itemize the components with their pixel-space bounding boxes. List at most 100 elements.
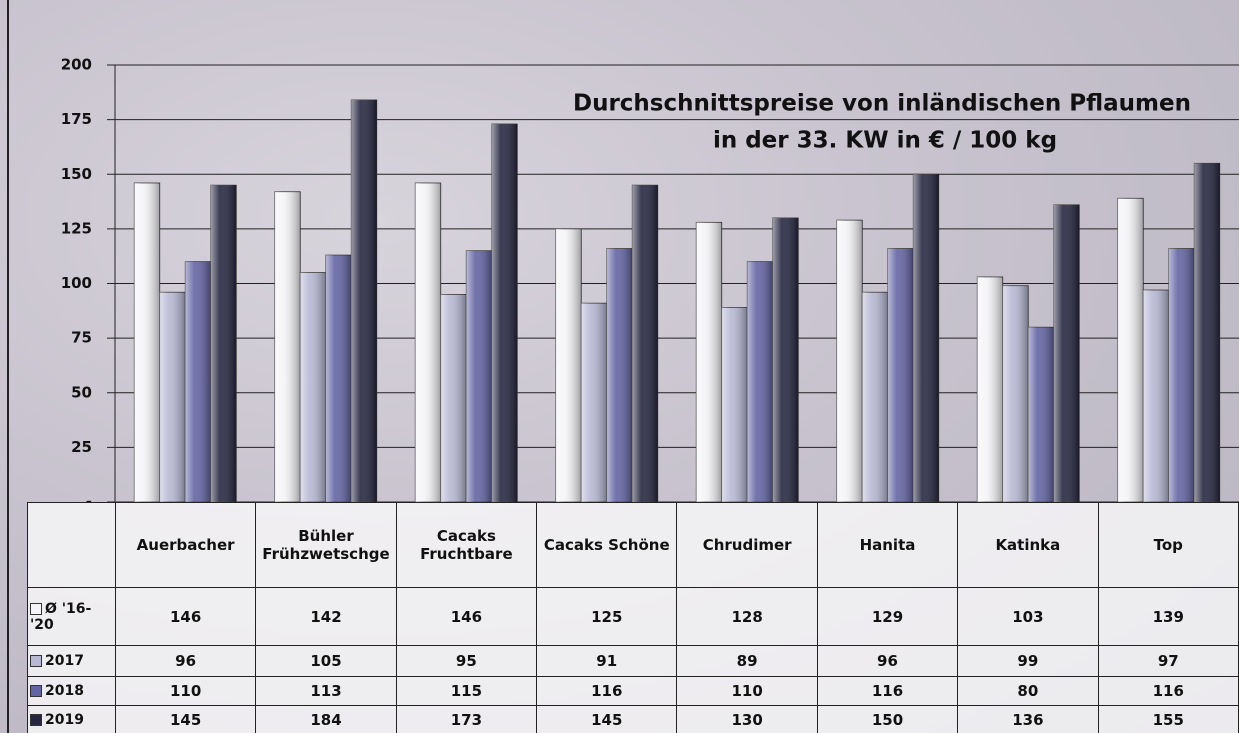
- category-label: Cacaks Schöne: [537, 503, 677, 588]
- bar-shine: [351, 100, 377, 502]
- chart-title: Durchschnittspreise von inländischen Pfl…: [573, 91, 1191, 117]
- y-tick-label: 200: [61, 56, 92, 74]
- legend-swatch: [30, 685, 42, 697]
- bar-shine: [160, 292, 186, 502]
- y-tick-label: 25: [71, 438, 92, 456]
- table-value: 136: [958, 706, 1098, 733]
- bar-shine: [326, 255, 352, 502]
- y-tick-label: 75: [71, 329, 92, 347]
- bar-shine: [632, 185, 658, 502]
- table-value: 80: [958, 677, 1098, 706]
- bar-shine: [300, 273, 326, 502]
- table-value: 116: [537, 677, 677, 706]
- table-value: 96: [115, 646, 255, 677]
- corner-cell: [28, 503, 116, 588]
- bar-shine: [747, 262, 773, 502]
- legend-swatch: [30, 714, 42, 726]
- bar-shine: [211, 185, 237, 502]
- legend-cell: Ø '16-'20: [28, 588, 116, 646]
- table-value: 115: [396, 677, 536, 706]
- legend-swatch: [30, 603, 42, 615]
- bar-shine: [1143, 290, 1169, 502]
- bar-shine: [441, 294, 467, 502]
- table-value: 146: [396, 588, 536, 646]
- category-label: Cacaks Fruchtbare: [396, 503, 536, 588]
- table-value: 96: [817, 646, 957, 677]
- bar-shine: [134, 183, 160, 502]
- y-tick-label: 125: [61, 219, 92, 237]
- bar-shine: [696, 222, 722, 502]
- legend-swatch: [30, 655, 42, 667]
- table-value: 146: [115, 588, 255, 646]
- table-value: 116: [817, 677, 957, 706]
- category-label: Bühler Frühzwetschge: [256, 503, 396, 588]
- bar-shine: [185, 262, 211, 502]
- bar-shine: [1118, 198, 1144, 502]
- bar-shine: [773, 218, 799, 502]
- bar-shine: [1028, 327, 1054, 502]
- table-value: 173: [396, 706, 536, 733]
- bar-shine: [607, 249, 633, 502]
- table-value: 91: [537, 646, 677, 677]
- bar-shine: [492, 124, 518, 502]
- table-value: 110: [115, 677, 255, 706]
- table-value: 95: [396, 646, 536, 677]
- bar-shine: [581, 303, 607, 502]
- table-value: 125: [537, 588, 677, 646]
- bar-shine: [862, 292, 888, 502]
- bar-shine: [1054, 205, 1080, 502]
- table-value: 97: [1098, 646, 1238, 677]
- category-label: Hanita: [817, 503, 957, 588]
- bar-shine: [913, 174, 939, 502]
- legend-label: 2017: [45, 653, 84, 669]
- table-value: 155: [1098, 706, 1238, 733]
- table-value: 116: [1098, 677, 1238, 706]
- bar-shine: [837, 220, 863, 502]
- table-value: 103: [958, 588, 1098, 646]
- bar-shine: [977, 277, 1003, 502]
- legend-label: 2018: [45, 683, 84, 699]
- category-label: Auerbacher: [115, 503, 255, 588]
- legend-cell: 2017: [28, 646, 116, 677]
- y-tick-label: 175: [61, 110, 92, 128]
- bar-shine: [722, 308, 748, 502]
- bar-shine: [1003, 286, 1029, 502]
- table-value: 110: [677, 677, 817, 706]
- bar-shine: [1169, 249, 1195, 502]
- bar-shine: [275, 192, 301, 502]
- y-tick-label: 150: [61, 165, 92, 183]
- table-value: 150: [817, 706, 957, 733]
- table-value: 142: [256, 588, 396, 646]
- chart-title: in der 33. KW in € / 100 kg: [713, 128, 1057, 154]
- category-label: Katinka: [958, 503, 1098, 588]
- table-value: 184: [256, 706, 396, 733]
- table-value: 145: [537, 706, 677, 733]
- table-value: 128: [677, 588, 817, 646]
- table-value: 113: [256, 677, 396, 706]
- table-value: 99: [958, 646, 1098, 677]
- table-value: 145: [115, 706, 255, 733]
- legend-cell: 2018: [28, 677, 116, 706]
- y-tick-label: 50: [71, 383, 92, 401]
- bar-shine: [556, 229, 582, 502]
- page: -255075100125150175200Durchschnittspreis…: [0, 0, 1239, 733]
- legend-cell: 2019: [28, 706, 116, 733]
- bar-shine: [466, 251, 492, 502]
- y-tick-label: 100: [61, 274, 92, 292]
- legend-label: 2019: [45, 712, 84, 728]
- category-label: Top: [1098, 503, 1238, 588]
- table-value: 89: [677, 646, 817, 677]
- table-value: 130: [677, 706, 817, 733]
- bar-shine: [1194, 163, 1220, 502]
- bar-shine: [888, 249, 914, 502]
- table-value: 129: [817, 588, 957, 646]
- table-value: 105: [256, 646, 396, 677]
- bar-shine: [415, 183, 441, 502]
- table-value: 139: [1098, 588, 1238, 646]
